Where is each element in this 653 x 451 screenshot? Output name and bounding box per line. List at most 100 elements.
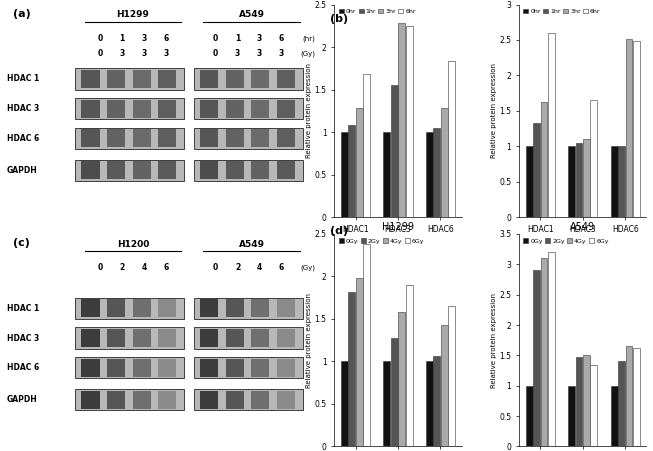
FancyBboxPatch shape [133, 299, 151, 318]
FancyBboxPatch shape [226, 100, 244, 118]
FancyBboxPatch shape [200, 359, 218, 377]
Text: 3: 3 [119, 49, 125, 58]
Text: HDAC 1: HDAC 1 [7, 304, 39, 313]
Bar [441, 108, 447, 217]
FancyBboxPatch shape [75, 68, 184, 89]
Bar [398, 23, 405, 217]
FancyBboxPatch shape [277, 100, 295, 118]
FancyBboxPatch shape [277, 299, 295, 318]
FancyBboxPatch shape [158, 100, 176, 118]
Text: 4: 4 [257, 263, 262, 272]
FancyBboxPatch shape [133, 391, 151, 409]
Bar [426, 132, 433, 217]
FancyBboxPatch shape [194, 298, 303, 319]
FancyBboxPatch shape [107, 161, 125, 179]
FancyBboxPatch shape [194, 98, 303, 119]
FancyBboxPatch shape [251, 359, 270, 377]
Text: (b): (b) [330, 14, 348, 23]
Bar [576, 357, 582, 446]
FancyBboxPatch shape [75, 160, 184, 181]
Bar [626, 346, 632, 446]
Legend: 0hr, 1hr, 3hr, 6hr: 0hr, 1hr, 3hr, 6hr [522, 8, 602, 15]
Text: A549: A549 [238, 240, 264, 249]
FancyBboxPatch shape [133, 70, 151, 88]
Title: A549: A549 [570, 222, 596, 232]
FancyBboxPatch shape [251, 161, 270, 179]
Text: 2: 2 [235, 263, 240, 272]
Text: 1: 1 [119, 34, 125, 43]
Bar [356, 278, 362, 446]
FancyBboxPatch shape [75, 298, 184, 319]
Bar [349, 125, 355, 217]
Text: 1: 1 [235, 34, 240, 43]
FancyBboxPatch shape [82, 161, 99, 179]
Text: GAPDH: GAPDH [7, 395, 37, 404]
Bar [448, 306, 455, 446]
FancyBboxPatch shape [158, 161, 176, 179]
FancyBboxPatch shape [194, 128, 303, 149]
Bar [611, 146, 618, 217]
Text: HDAC 3: HDAC 3 [7, 334, 39, 343]
Text: 0: 0 [213, 263, 218, 272]
Bar [391, 338, 398, 446]
FancyBboxPatch shape [107, 70, 125, 88]
FancyBboxPatch shape [226, 161, 244, 179]
Bar [548, 252, 555, 446]
Y-axis label: Relative protein expression: Relative protein expression [306, 293, 311, 388]
FancyBboxPatch shape [200, 129, 218, 147]
FancyBboxPatch shape [251, 329, 270, 347]
FancyBboxPatch shape [75, 357, 184, 378]
Text: GAPDH: GAPDH [7, 166, 37, 175]
Text: (Gy): (Gy) [300, 50, 315, 57]
FancyBboxPatch shape [251, 391, 270, 409]
Text: HDAC 6: HDAC 6 [7, 134, 39, 143]
FancyBboxPatch shape [107, 359, 125, 377]
Title: H1299: H1299 [382, 0, 414, 2]
Text: H1299: H1299 [116, 10, 150, 19]
Text: 3: 3 [257, 34, 262, 43]
Bar [626, 38, 632, 217]
Bar [541, 258, 547, 446]
Text: 3: 3 [141, 34, 146, 43]
FancyBboxPatch shape [226, 391, 244, 409]
Bar [633, 41, 640, 217]
FancyBboxPatch shape [200, 100, 218, 118]
FancyBboxPatch shape [277, 359, 295, 377]
FancyBboxPatch shape [82, 299, 99, 318]
FancyBboxPatch shape [75, 389, 184, 410]
FancyBboxPatch shape [277, 129, 295, 147]
FancyBboxPatch shape [82, 391, 99, 409]
Bar [383, 362, 390, 446]
FancyBboxPatch shape [82, 329, 99, 347]
Bar [548, 33, 555, 217]
Legend: 0Gy, 2Gy, 4Gy, 6Gy: 0Gy, 2Gy, 4Gy, 6Gy [338, 237, 425, 245]
Text: 4: 4 [141, 263, 146, 272]
Legend: 0Gy, 2Gy, 4Gy, 6Gy: 0Gy, 2Gy, 4Gy, 6Gy [522, 237, 610, 245]
Text: 0: 0 [213, 34, 218, 43]
Bar [341, 362, 348, 446]
FancyBboxPatch shape [133, 100, 151, 118]
Text: 3: 3 [235, 49, 240, 58]
FancyBboxPatch shape [200, 161, 218, 179]
Text: 0: 0 [97, 34, 103, 43]
Y-axis label: Relative protein expression: Relative protein expression [306, 63, 311, 158]
FancyBboxPatch shape [277, 70, 295, 88]
FancyBboxPatch shape [82, 100, 99, 118]
Bar [363, 74, 370, 217]
FancyBboxPatch shape [200, 391, 218, 409]
FancyBboxPatch shape [158, 129, 176, 147]
Text: (c): (c) [13, 238, 29, 248]
FancyBboxPatch shape [194, 389, 303, 410]
FancyBboxPatch shape [200, 329, 218, 347]
Title: H1299: H1299 [382, 222, 414, 232]
Text: HDAC 1: HDAC 1 [7, 74, 39, 83]
Bar [448, 61, 455, 217]
Bar [568, 146, 575, 217]
FancyBboxPatch shape [158, 329, 176, 347]
Text: 6: 6 [279, 263, 284, 272]
FancyBboxPatch shape [82, 70, 99, 88]
Title: A549: A549 [570, 0, 596, 2]
Text: HDAC 3: HDAC 3 [7, 104, 39, 113]
Bar [533, 123, 540, 217]
FancyBboxPatch shape [251, 100, 270, 118]
